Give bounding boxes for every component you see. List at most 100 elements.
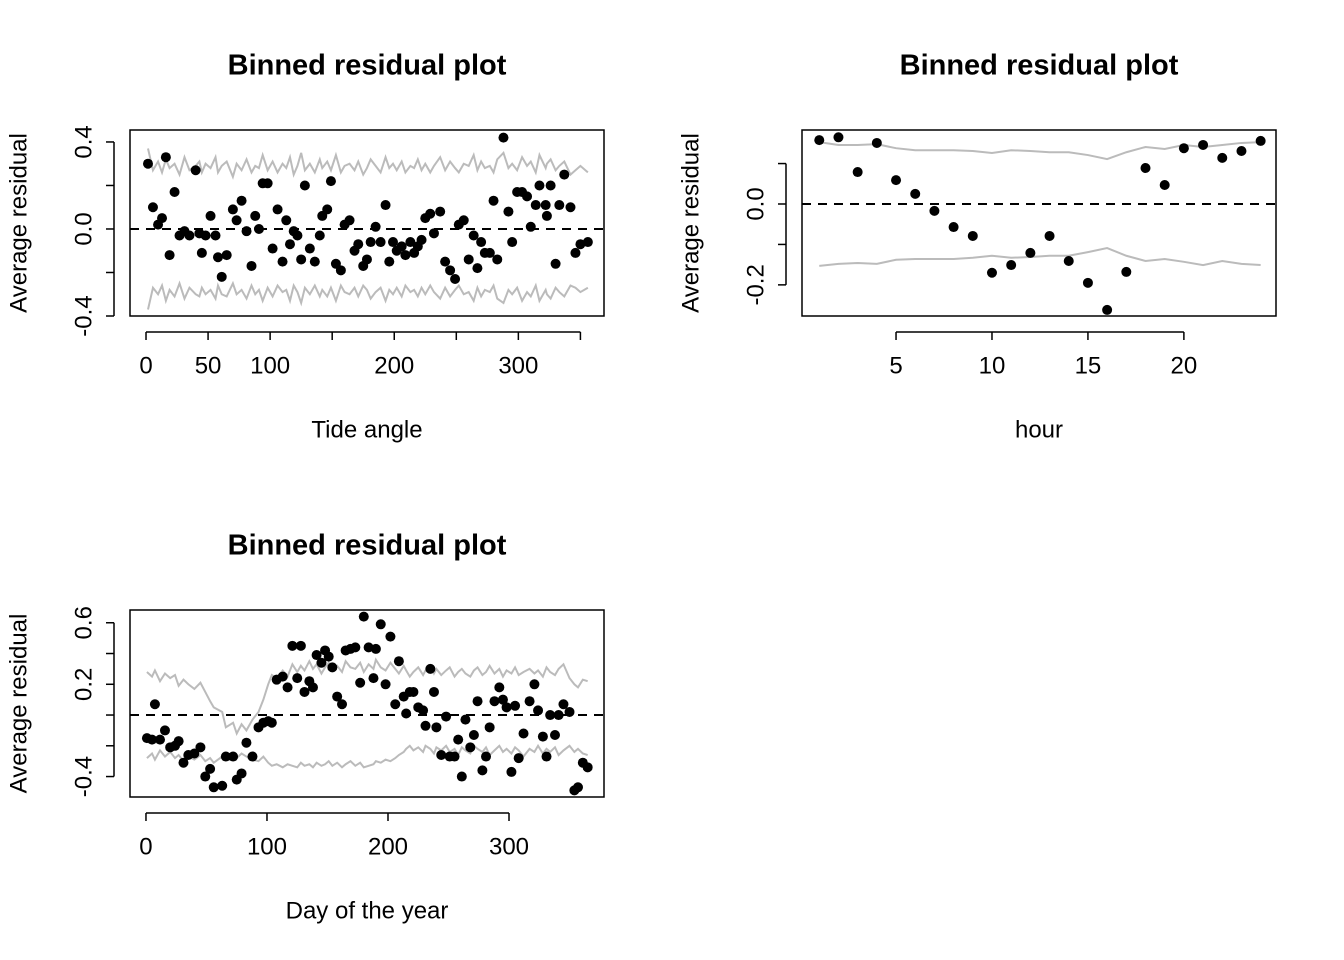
point xyxy=(142,158,153,169)
point xyxy=(217,780,228,791)
point xyxy=(498,132,509,143)
point xyxy=(501,702,512,713)
point xyxy=(195,742,206,753)
point xyxy=(582,762,593,773)
point xyxy=(361,254,372,265)
point xyxy=(1102,304,1113,315)
point xyxy=(477,765,488,776)
point xyxy=(1121,266,1132,277)
point xyxy=(507,237,518,248)
point xyxy=(246,260,257,271)
point xyxy=(296,254,307,265)
point xyxy=(534,180,545,191)
point xyxy=(1044,230,1055,241)
point xyxy=(266,717,277,728)
point xyxy=(160,152,171,163)
point xyxy=(205,763,216,774)
point xyxy=(380,679,391,690)
point xyxy=(316,657,327,668)
point xyxy=(250,210,261,221)
point xyxy=(335,265,346,276)
point xyxy=(200,230,211,241)
x-axis-label: Day of the year xyxy=(286,897,449,924)
point xyxy=(408,686,419,697)
point xyxy=(380,200,391,211)
point xyxy=(147,202,158,213)
point xyxy=(1198,139,1209,150)
point xyxy=(241,737,252,748)
point xyxy=(450,274,461,285)
bound-line xyxy=(147,148,589,180)
point xyxy=(184,230,195,241)
point xyxy=(388,237,399,248)
x-tick-label: 200 xyxy=(368,833,408,860)
point xyxy=(309,256,320,267)
point xyxy=(441,711,452,722)
point xyxy=(540,200,551,211)
point xyxy=(453,734,464,745)
point xyxy=(814,135,825,146)
point xyxy=(212,252,223,263)
x-tick-label: 0 xyxy=(139,352,152,379)
point xyxy=(311,650,322,661)
point xyxy=(497,694,508,705)
point xyxy=(228,751,239,762)
point xyxy=(221,250,232,261)
point xyxy=(299,686,310,697)
point xyxy=(460,714,471,725)
point xyxy=(375,619,386,630)
plot-frame xyxy=(129,129,605,317)
point xyxy=(425,208,436,219)
point xyxy=(986,267,997,278)
point xyxy=(299,180,310,191)
point xyxy=(1236,146,1247,157)
x-tick-label: 20 xyxy=(1171,352,1198,379)
point xyxy=(465,742,476,753)
point xyxy=(525,221,536,232)
point xyxy=(929,205,940,216)
point xyxy=(322,204,333,215)
point xyxy=(436,750,447,761)
y-tick-label: 0.0 xyxy=(70,212,97,245)
point xyxy=(216,271,227,282)
point xyxy=(1255,135,1266,146)
point xyxy=(307,682,318,693)
plot-frame xyxy=(129,609,605,798)
x-tick-label: 10 xyxy=(979,352,1006,379)
point xyxy=(236,768,247,779)
point xyxy=(262,178,273,189)
point xyxy=(267,243,278,254)
point xyxy=(418,705,429,716)
point xyxy=(524,696,535,707)
point xyxy=(1025,247,1036,258)
point xyxy=(910,188,921,199)
y-tick-label: -0.2 xyxy=(742,264,769,305)
point xyxy=(484,247,495,258)
point xyxy=(449,751,460,762)
point xyxy=(565,202,576,213)
point xyxy=(435,206,446,217)
point xyxy=(169,187,180,197)
point xyxy=(871,137,882,148)
point xyxy=(155,734,166,745)
point xyxy=(484,722,495,733)
point xyxy=(554,200,565,211)
point xyxy=(344,215,355,226)
point xyxy=(295,640,306,651)
point xyxy=(353,239,364,250)
point xyxy=(277,256,288,267)
point xyxy=(559,169,570,180)
point xyxy=(494,682,505,693)
point xyxy=(159,725,170,736)
x-tick-label: 200 xyxy=(374,352,414,379)
point xyxy=(227,204,238,215)
point xyxy=(337,699,348,710)
y-tick-label: 0.0 xyxy=(742,187,769,220)
y-tick-label: 0.2 xyxy=(70,668,97,701)
point xyxy=(852,167,863,178)
point xyxy=(384,256,395,267)
point xyxy=(220,751,231,762)
point xyxy=(282,682,293,693)
